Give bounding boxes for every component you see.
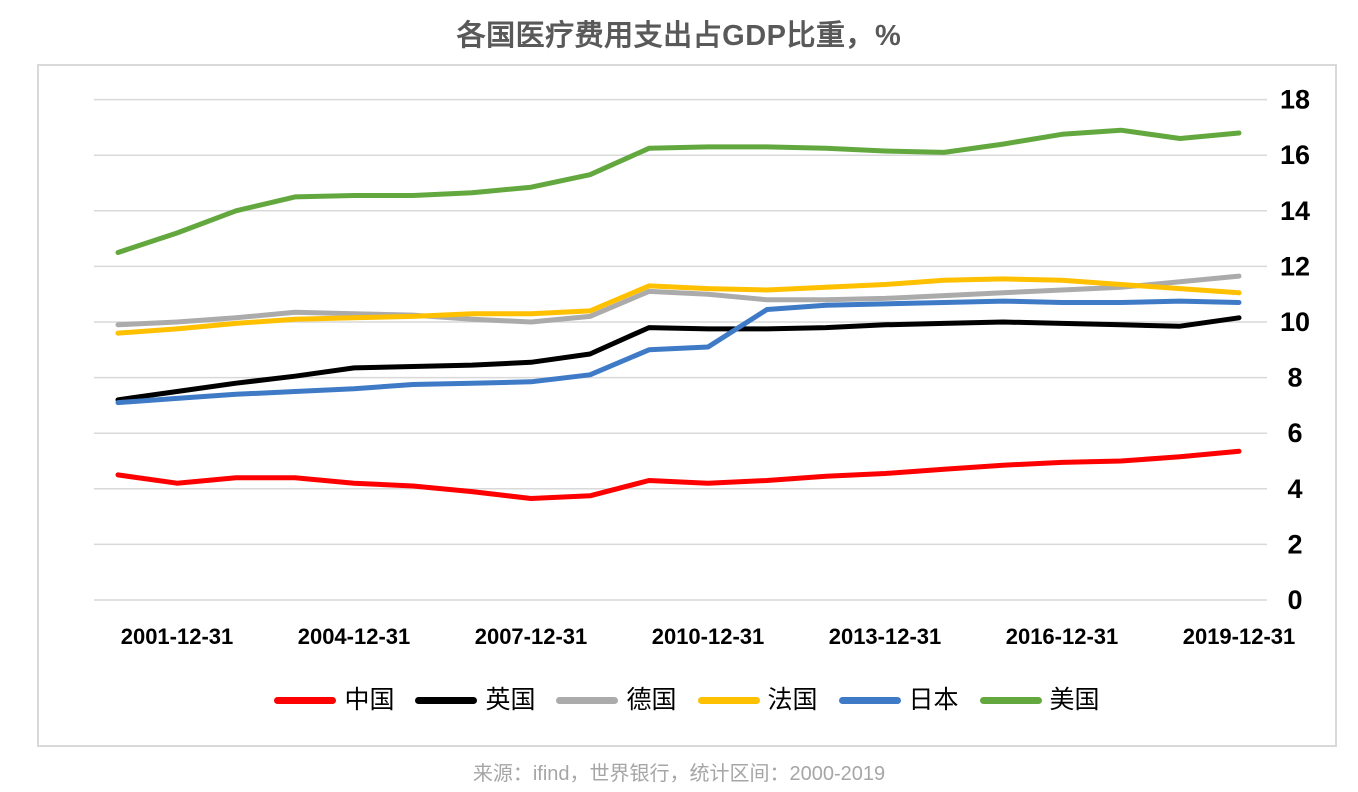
legend-swatch-japan [838, 696, 901, 704]
y-axis-tick-label: 18 [1280, 85, 1310, 115]
legend-item-france: 法国 [697, 686, 818, 714]
series-line-france [115, 276, 1242, 336]
x-axis-tick-label: 2004-12-31 [298, 624, 411, 649]
x-axis-tick-label: 2010-12-31 [652, 624, 765, 649]
legend-label-france: 法国 [767, 686, 818, 714]
legend-item-germany: 德国 [556, 686, 677, 714]
x-axis-tick-label: 2013-12-31 [829, 624, 942, 649]
y-axis-tick-label: 0 [1287, 585, 1302, 615]
y-axis-tick-label: 12 [1280, 251, 1310, 281]
legend-swatch-usa [979, 696, 1042, 704]
legend-swatch-france [697, 696, 760, 704]
x-axis-tick-label: 2007-12-31 [475, 624, 588, 649]
series-line-germany [115, 273, 1242, 328]
legend-label-uk: 英国 [485, 686, 536, 714]
y-axis-tick-label: 4 [1287, 474, 1302, 504]
legend-item-china: 中国 [274, 688, 394, 713]
y-axis-tick-label: 10 [1280, 307, 1310, 337]
x-axis-tick-label: 2001-12-31 [121, 624, 234, 649]
series-line-usa [115, 127, 1242, 255]
y-axis-tick-label: 8 [1287, 363, 1302, 393]
x-axis-tick-label: 2016-12-31 [1006, 624, 1119, 649]
legend-label-usa: 美国 [1049, 686, 1100, 714]
chart-card: 0 2 4 6 8 10 12 14 16 18 2001-12-31 2004-12-31 2007-… [37, 64, 1337, 747]
line-chart-plot: 0 2 4 6 8 10 12 14 16 18 2001-12-31 2004-12-31 2007-… [94, 85, 1310, 649]
legend-label-germany: 德国 [626, 686, 677, 714]
legend-item-uk: 英国 [415, 688, 535, 713]
legend-label-china: 中国 [344, 686, 395, 714]
legend-label-japan: 日本 [908, 686, 959, 714]
y-axis-tick-label: 16 [1280, 140, 1310, 170]
series-line-uk [115, 315, 1242, 403]
legend-swatch-germany [556, 696, 619, 704]
x-axis-tick-label: 2019-12-31 [1183, 624, 1296, 649]
y-axis-tick-label: 14 [1280, 196, 1310, 226]
y-axis-tick-label: 6 [1287, 418, 1302, 448]
legend-item-usa: 美国 [979, 686, 1100, 714]
series-line-japan [115, 298, 1242, 406]
legend-item-japan: 日本 [838, 686, 959, 714]
legend-swatch-uk [415, 696, 478, 704]
chart-title: 各国医疗费用支出占GDP比重，% [456, 20, 902, 52]
legend-swatch-china [274, 696, 337, 704]
chart-legend: 中国 英国 德国 法国 日本 美国 [39, 683, 1335, 717]
series-line-china [115, 448, 1242, 501]
y-axis-tick-label: 2 [1287, 529, 1302, 559]
source-note: 来源：ifind，世界银行，统计区间：2000-2019 [472, 763, 886, 785]
